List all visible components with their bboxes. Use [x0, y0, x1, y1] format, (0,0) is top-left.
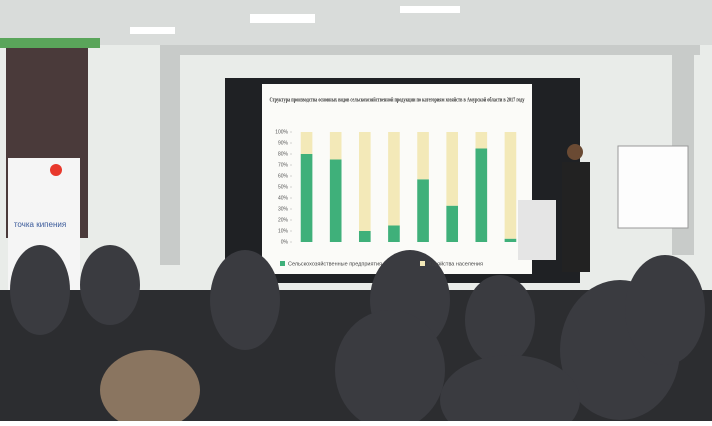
slide-title: Структура производства основных видов се…: [270, 96, 525, 103]
green-stripe: [0, 38, 100, 48]
logo-dot: [50, 164, 62, 176]
ceiling-light: [400, 6, 460, 13]
ceiling: [0, 0, 712, 45]
bar-segment: [475, 132, 488, 149]
bar-segment: [475, 148, 488, 242]
bar-segment: [329, 159, 342, 242]
y-tick-label: 20%: [278, 217, 289, 223]
bar-segment: [388, 225, 400, 242]
bar-segment: [504, 132, 517, 239]
speaker-head: [567, 144, 583, 160]
bar-segment: [417, 179, 429, 242]
bar-segment: [300, 154, 313, 242]
y-tick-label: 30%: [278, 206, 289, 212]
truss: [160, 55, 180, 265]
legend-swatch: [280, 261, 285, 266]
legend-swatch: [420, 261, 425, 266]
truss: [160, 45, 700, 55]
y-tick-label: 50%: [278, 184, 289, 190]
bar-segment: [300, 132, 313, 154]
audience: [10, 245, 705, 426]
bar-segment: [358, 231, 371, 242]
ceiling-light: [130, 27, 175, 34]
bar-segment: [329, 132, 342, 160]
y-tick-label: 10%: [278, 228, 289, 234]
bar-segment: [446, 205, 459, 242]
lectern: [518, 200, 556, 260]
y-tick-label: 100%: [275, 129, 288, 135]
y-tick-label: 40%: [278, 195, 289, 201]
y-tick-label: 90%: [278, 140, 289, 146]
bar-segment: [504, 238, 517, 242]
ceiling-light: [250, 14, 315, 23]
y-tick-label: 80%: [278, 151, 289, 157]
y-tick-label: 60%: [278, 173, 289, 179]
legend-label: Хозяйства населения: [428, 260, 483, 267]
bar-segment: [358, 132, 371, 231]
banner-label: точка кипения: [14, 220, 66, 229]
speaker: [562, 162, 590, 272]
bar-segment: [417, 132, 429, 180]
bar-segment: [388, 132, 400, 226]
y-tick-label: 70%: [278, 162, 289, 168]
legend-label: Сельскохозяйственные предприятия: [288, 260, 382, 267]
flipchart: [617, 145, 689, 229]
bar-segment: [446, 132, 459, 206]
y-tick-label: 0%: [281, 239, 289, 245]
